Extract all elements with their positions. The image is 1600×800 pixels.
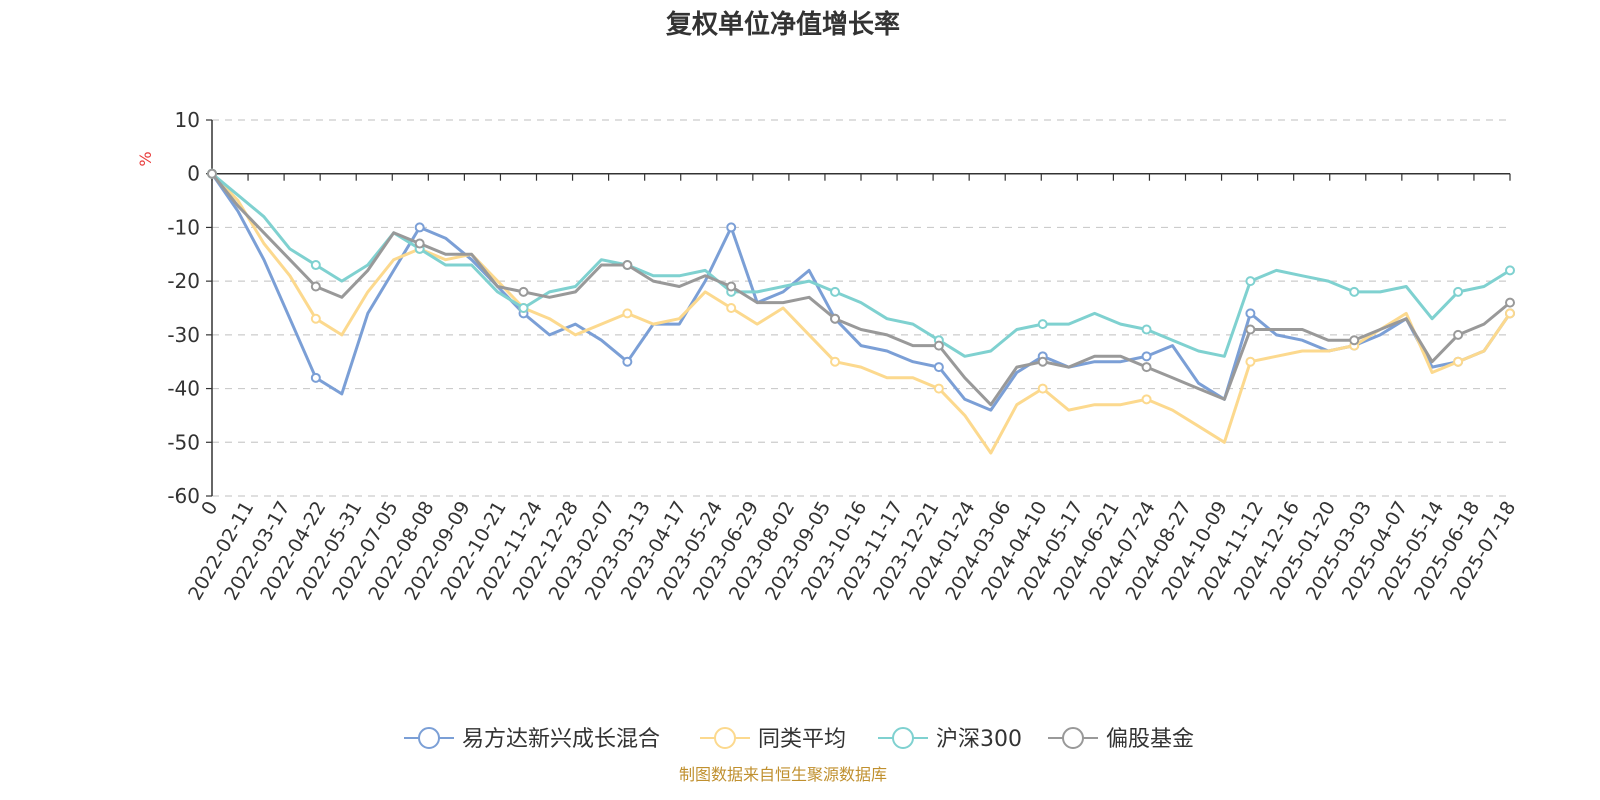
data-point (1349, 335, 1360, 346)
data-point (830, 286, 841, 297)
y-tick-label: -50 (167, 430, 200, 454)
data-point (726, 222, 737, 233)
legend-marker (892, 727, 914, 749)
legend-label: 易方达新兴成长混合 (462, 727, 660, 752)
y-tick-label: -10 (167, 215, 200, 239)
data-point (933, 340, 944, 351)
data-point (830, 356, 841, 367)
y-tick-label: -20 (167, 269, 200, 293)
chart-title: 复权单位净值增长率 (666, 9, 900, 40)
data-point (207, 168, 217, 179)
legend-item-1: 易方达新兴成长混合 (404, 727, 660, 752)
legend-item-3: 沪深300 (878, 727, 1022, 752)
data-point (1245, 324, 1256, 335)
series-line (210, 172, 1512, 358)
source-note: 制图数据来自恒生聚源数据库 (679, 765, 887, 784)
data-point (1037, 383, 1048, 394)
legend-marker (714, 727, 736, 749)
data-point (1505, 265, 1515, 276)
series-3 (207, 168, 1515, 358)
data-point (1141, 324, 1152, 335)
y-tick-label: -40 (167, 377, 200, 401)
data-point (726, 281, 737, 292)
y-tick-label: -60 (167, 484, 200, 508)
legend-marker (418, 727, 440, 749)
series-2 (207, 168, 1515, 455)
data-point (414, 222, 425, 233)
data-point (414, 238, 425, 249)
data-point (310, 281, 321, 292)
legend-label: 同类平均 (758, 727, 846, 752)
data-point (830, 313, 841, 324)
grid-lines (212, 119, 1510, 497)
series-line (210, 172, 1512, 412)
series-line (210, 172, 1512, 455)
data-point (1453, 356, 1464, 367)
data-point (1245, 356, 1256, 367)
data-point (622, 356, 633, 367)
data-point (1141, 351, 1152, 362)
series-line (210, 172, 1512, 407)
x-tick-label: 0 (197, 498, 222, 519)
y-tick-label: -30 (167, 323, 200, 347)
series-1 (207, 168, 1515, 412)
y-axis: 10 0 -10 -20 -30 -40 -50 -60 (167, 108, 213, 508)
data-point (1245, 308, 1256, 319)
data-point (1037, 356, 1048, 367)
y-axis-unit-label: % (136, 151, 155, 166)
data-point (1453, 329, 1464, 340)
series-4 (207, 168, 1515, 407)
legend-label: 偏股基金 (1106, 727, 1194, 752)
data-point (933, 383, 944, 394)
y-tick-label: 10 (175, 108, 200, 132)
data-point (1141, 362, 1152, 373)
legend-item-2: 同类平均 (700, 727, 846, 752)
data-point (1037, 319, 1048, 330)
data-point (310, 313, 321, 324)
series-layer (207, 168, 1515, 455)
y-tick-label: 0 (187, 162, 200, 186)
legend: 易方达新兴成长混合 同类平均 沪深300 偏股基金 (404, 727, 1194, 752)
data-point (1505, 297, 1515, 308)
legend-item-4: 偏股基金 (1048, 727, 1194, 752)
data-point (1505, 308, 1515, 319)
data-point (518, 286, 529, 297)
data-point (933, 362, 944, 373)
data-point (622, 260, 633, 271)
data-point (518, 303, 529, 313)
data-point (622, 308, 633, 319)
data-point (310, 372, 321, 383)
data-point (726, 303, 737, 313)
legend-label: 沪深300 (936, 727, 1022, 752)
data-point (1141, 394, 1152, 405)
data-point (310, 260, 321, 271)
legend-marker (1062, 727, 1084, 749)
data-point (1453, 286, 1464, 297)
data-point (1245, 276, 1256, 287)
data-point (1349, 286, 1360, 297)
